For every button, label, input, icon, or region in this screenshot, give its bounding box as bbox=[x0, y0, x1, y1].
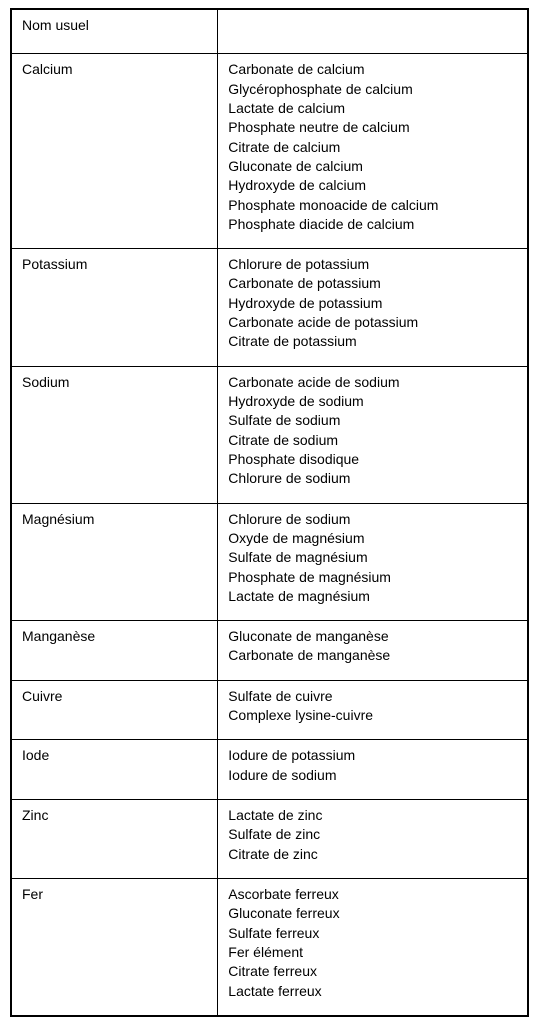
column-header-nom-usuel: Nom usuel bbox=[11, 9, 218, 54]
table-row: PotassiumChlorure de potassiumCarbonate … bbox=[11, 249, 528, 367]
compound-line: Carbonate de potassium bbox=[228, 274, 517, 293]
compound-line: Hydroxyde de potassium bbox=[228, 294, 517, 313]
compound-line: Phosphate monoacide de calcium bbox=[228, 196, 517, 215]
mineral-name-cell: Magnésium bbox=[11, 503, 218, 621]
compounds-cell: Carbonate acide de sodiumHydroxyde de so… bbox=[218, 366, 528, 503]
compound-line: Carbonate de manganèse bbox=[228, 646, 517, 665]
table-row: CalciumCarbonate de calciumGlycérophosph… bbox=[11, 54, 528, 249]
compound-line: Citrate ferreux bbox=[228, 962, 517, 981]
compound-line: Hydroxyde de sodium bbox=[228, 392, 517, 411]
compound-line: Iodure de potassium bbox=[228, 746, 517, 765]
table-row: ZincLactate de zincSulfate de zincCitrat… bbox=[11, 800, 528, 879]
compound-line: Citrate de zinc bbox=[228, 845, 517, 864]
compound-line: Carbonate acide de potassium bbox=[228, 313, 517, 332]
compound-line: Chlorure de potassium bbox=[228, 255, 517, 274]
table-row: ManganèseGluconate de manganèseCarbonate… bbox=[11, 621, 528, 681]
table-row: FerAscorbate ferreuxGluconate ferreuxSul… bbox=[11, 878, 528, 1015]
compound-line: Ascorbate ferreux bbox=[228, 885, 517, 904]
compound-line: Gluconate de calcium bbox=[228, 157, 517, 176]
table-row: SodiumCarbonate acide de sodiumHydroxyde… bbox=[11, 366, 528, 503]
mineral-name-cell: Potassium bbox=[11, 249, 218, 367]
compound-line: Carbonate acide de sodium bbox=[228, 373, 517, 392]
compound-line: Citrate de calcium bbox=[228, 138, 517, 157]
minerals-table: Nom usuel CalciumCarbonate de calciumGly… bbox=[10, 8, 529, 1017]
compound-line: Sulfate de cuivre bbox=[228, 687, 517, 706]
column-header-compounds bbox=[218, 9, 528, 54]
compound-line: Complexe lysine-cuivre bbox=[228, 706, 517, 725]
mineral-name-cell: Zinc bbox=[11, 800, 218, 879]
table-row: MagnésiumChlorure de sodiumOxyde de magn… bbox=[11, 503, 528, 621]
compound-line: Sulfate de sodium bbox=[228, 411, 517, 430]
compound-line: Fer élément bbox=[228, 943, 517, 962]
compounds-cell: Lactate de zincSulfate de zincCitrate de… bbox=[218, 800, 528, 879]
compound-line: Gluconate de manganèse bbox=[228, 627, 517, 646]
table-header-row: Nom usuel bbox=[11, 9, 528, 54]
compound-line: Lactate de calcium bbox=[228, 99, 517, 118]
compound-line: Lactate de magnésium bbox=[228, 587, 517, 606]
mineral-name-cell: Iode bbox=[11, 740, 218, 800]
mineral-name-cell: Fer bbox=[11, 878, 218, 1015]
compounds-cell: Gluconate de manganèseCarbonate de manga… bbox=[218, 621, 528, 681]
table-row: CuivreSulfate de cuivreComplexe lysine-c… bbox=[11, 680, 528, 740]
compounds-cell: Carbonate de calciumGlycérophosphate de … bbox=[218, 54, 528, 249]
compound-line: Iodure de sodium bbox=[228, 766, 517, 785]
compound-line: Lactate de zinc bbox=[228, 806, 517, 825]
compound-line: Carbonate de calcium bbox=[228, 60, 517, 79]
compound-line: Chlorure de sodium bbox=[228, 510, 517, 529]
compound-line: Phosphate de magnésium bbox=[228, 568, 517, 587]
compound-line: Phosphate diacide de calcium bbox=[228, 215, 517, 234]
compounds-cell: Chlorure de sodiumOxyde de magnésiumSulf… bbox=[218, 503, 528, 621]
compound-line: Glycérophosphate de calcium bbox=[228, 80, 517, 99]
compound-line: Lactate ferreux bbox=[228, 982, 517, 1001]
compound-line: Sulfate ferreux bbox=[228, 924, 517, 943]
compound-line: Citrate de sodium bbox=[228, 431, 517, 450]
mineral-name-cell: Calcium bbox=[11, 54, 218, 249]
compound-line: Chlorure de sodium bbox=[228, 469, 517, 488]
compound-line: Oxyde de magnésium bbox=[228, 529, 517, 548]
compound-line: Gluconate ferreux bbox=[228, 904, 517, 923]
compound-line: Hydroxyde de calcium bbox=[228, 176, 517, 195]
compounds-cell: Chlorure de potassiumCarbonate de potass… bbox=[218, 249, 528, 367]
compound-line: Sulfate de zinc bbox=[228, 825, 517, 844]
compound-line: Phosphate disodique bbox=[228, 450, 517, 469]
compound-line: Sulfate de magnésium bbox=[228, 548, 517, 567]
compounds-cell: Sulfate de cuivreComplexe lysine-cuivre bbox=[218, 680, 528, 740]
compounds-cell: Ascorbate ferreuxGluconate ferreuxSulfat… bbox=[218, 878, 528, 1015]
mineral-name-cell: Cuivre bbox=[11, 680, 218, 740]
mineral-name-cell: Manganèse bbox=[11, 621, 218, 681]
table-row: IodeIodure de potassiumIodure de sodium bbox=[11, 740, 528, 800]
compounds-cell: Iodure de potassiumIodure de sodium bbox=[218, 740, 528, 800]
compound-line: Citrate de potassium bbox=[228, 332, 517, 351]
table-body: CalciumCarbonate de calciumGlycérophosph… bbox=[11, 54, 528, 1016]
mineral-name-cell: Sodium bbox=[11, 366, 218, 503]
compound-line: Phosphate neutre de calcium bbox=[228, 118, 517, 137]
